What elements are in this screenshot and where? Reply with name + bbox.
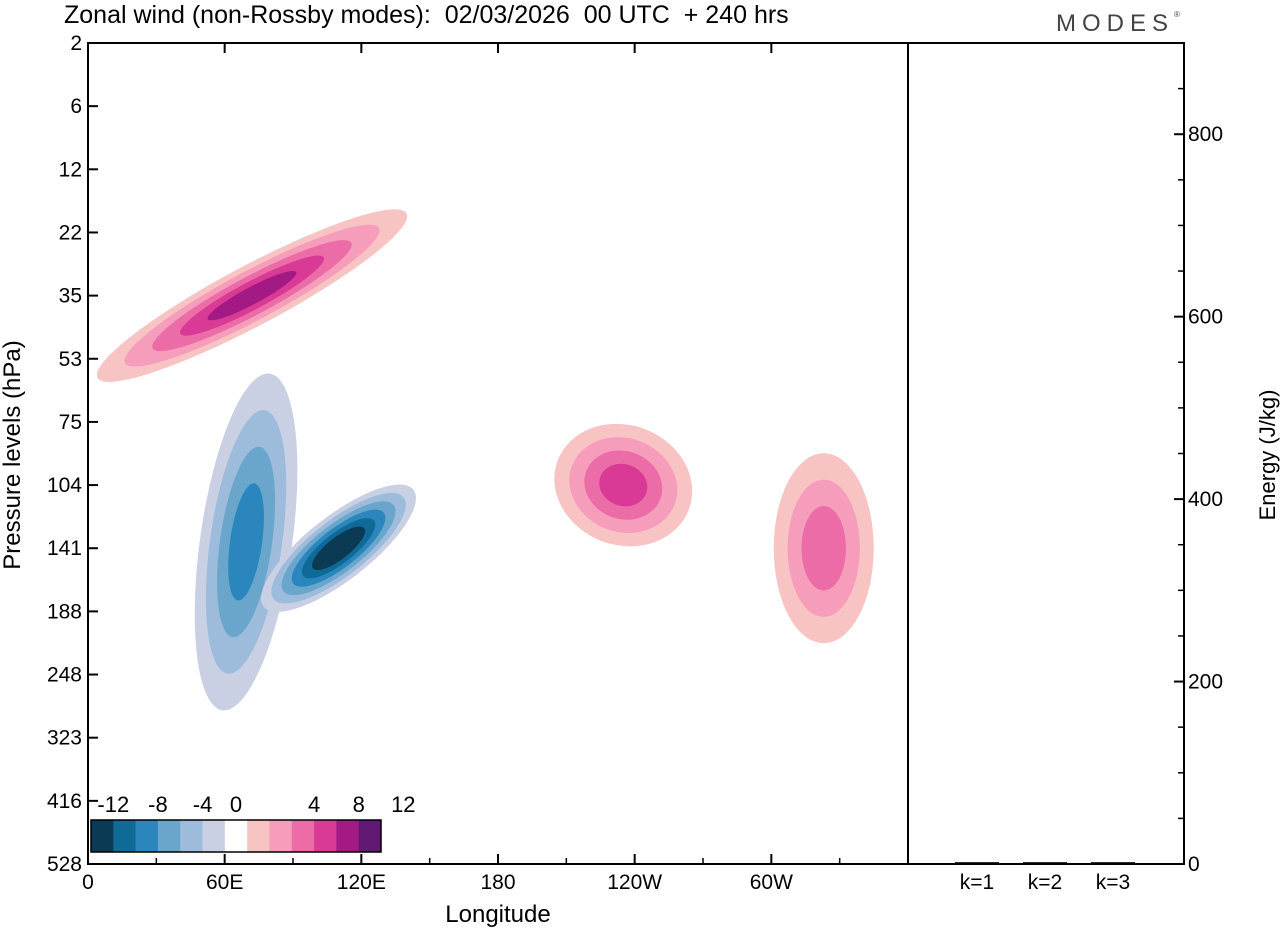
colorbar-swatch — [358, 820, 382, 852]
colorbar-label: -12 — [97, 792, 129, 817]
y-tick-label: 141 — [47, 537, 82, 560]
y-tick-label: 53 — [59, 348, 82, 371]
colorbar-swatch — [113, 820, 136, 852]
contour-region — [264, 0, 390, 28]
y-tick-label: 35 — [59, 285, 82, 308]
contour-region — [599, 463, 648, 507]
x-axis: 0 60E 120E 180 120W 60W — [82, 43, 841, 894]
colorbar-label: -8 — [148, 792, 168, 817]
energy-tick-label: 800 — [1188, 123, 1223, 146]
energy-tick-label: 0 — [1188, 853, 1200, 876]
colorbar-swatch — [247, 820, 270, 852]
colorbar-label: 12 — [391, 792, 415, 817]
colorbar-swatch — [202, 820, 226, 852]
energy-tick-label: 600 — [1188, 306, 1223, 329]
colorbar-swatch — [91, 820, 114, 852]
colorbar-swatch — [224, 820, 248, 852]
energy-tick-label: 400 — [1188, 488, 1223, 511]
contour-region — [250, 0, 404, 39]
colorbar-swatch — [135, 820, 159, 852]
energy-bar — [1023, 862, 1067, 864]
colorbar-frame — [90, 819, 382, 853]
energy-panel: 0 200 400 600 800 k=1 k=2 k=3 — [955, 87, 1223, 894]
field-background — [88, 43, 908, 864]
wind-field — [88, 0, 908, 864]
x-tick-label: 0 — [82, 871, 94, 894]
x-tick-label: 120W — [607, 871, 662, 894]
y-tick-label: 75 — [59, 411, 82, 434]
energy-axis-label: Energy (J/kg) — [1255, 390, 1280, 521]
y-tick-label: 2 — [70, 32, 82, 55]
energy-frame — [907, 42, 1185, 865]
energy-tick-label: 200 — [1188, 671, 1223, 694]
colorbar: -12 -8 -4 0 4 8 12 — [90, 792, 416, 853]
energy-bar — [955, 862, 999, 864]
energy-bar — [1091, 862, 1135, 864]
contour-region — [291, 0, 362, 7]
colorbar-label: 4 — [308, 792, 320, 817]
energy-category-label: k=2 — [1028, 871, 1062, 894]
y-tick-label: 528 — [47, 853, 82, 876]
logo-text: MODES — [1056, 10, 1175, 37]
colorbar-swatch — [269, 820, 293, 852]
x-tick-label: 180 — [480, 871, 515, 894]
y-tick-label: 6 — [70, 95, 82, 118]
colorbar-swatch — [336, 820, 359, 852]
logo-registered-mark: ® — [1174, 10, 1180, 19]
y-axis: 2 6 12 22 35 53 75 104 141 188 248 323 416 528 — [47, 32, 98, 876]
colorbar-swatch — [157, 820, 181, 852]
colorbar-label: -4 — [193, 792, 213, 817]
x-tick-label: 120E — [337, 871, 386, 894]
x-tick-label: 60E — [206, 871, 243, 894]
energy-category-label: k=3 — [1096, 871, 1130, 894]
colorbar-swatch — [314, 820, 337, 852]
y-tick-label: 22 — [59, 221, 82, 244]
chart-title: Zonal wind (non-Rossby modes): 02/03/202… — [64, 1, 789, 29]
colorbar-label: 0 — [230, 792, 242, 817]
colorbar-swatch — [291, 820, 315, 852]
colorbar-label: 8 — [353, 792, 365, 817]
modes-logo: MODES® — [1056, 10, 1180, 38]
contour-region — [207, 270, 297, 321]
y-tick-label: 248 — [47, 664, 82, 687]
colorbar-swatch — [180, 820, 203, 852]
y-tick-label: 104 — [47, 474, 82, 497]
x-tick-label: 60W — [750, 871, 793, 894]
contour-region — [801, 506, 846, 591]
y-tick-label: 416 — [47, 790, 82, 813]
contour-region — [322, 534, 355, 562]
contour-region — [278, 0, 377, 18]
y-axis-label: Pressure levels (hPa) — [0, 340, 26, 569]
energy-category-label: k=1 — [960, 871, 994, 894]
contour-region — [228, 483, 264, 601]
y-tick-label: 188 — [47, 600, 82, 623]
y-tick-label: 12 — [59, 158, 82, 181]
y-tick-label: 323 — [47, 727, 82, 750]
x-axis-label: Longitude — [445, 901, 550, 928]
